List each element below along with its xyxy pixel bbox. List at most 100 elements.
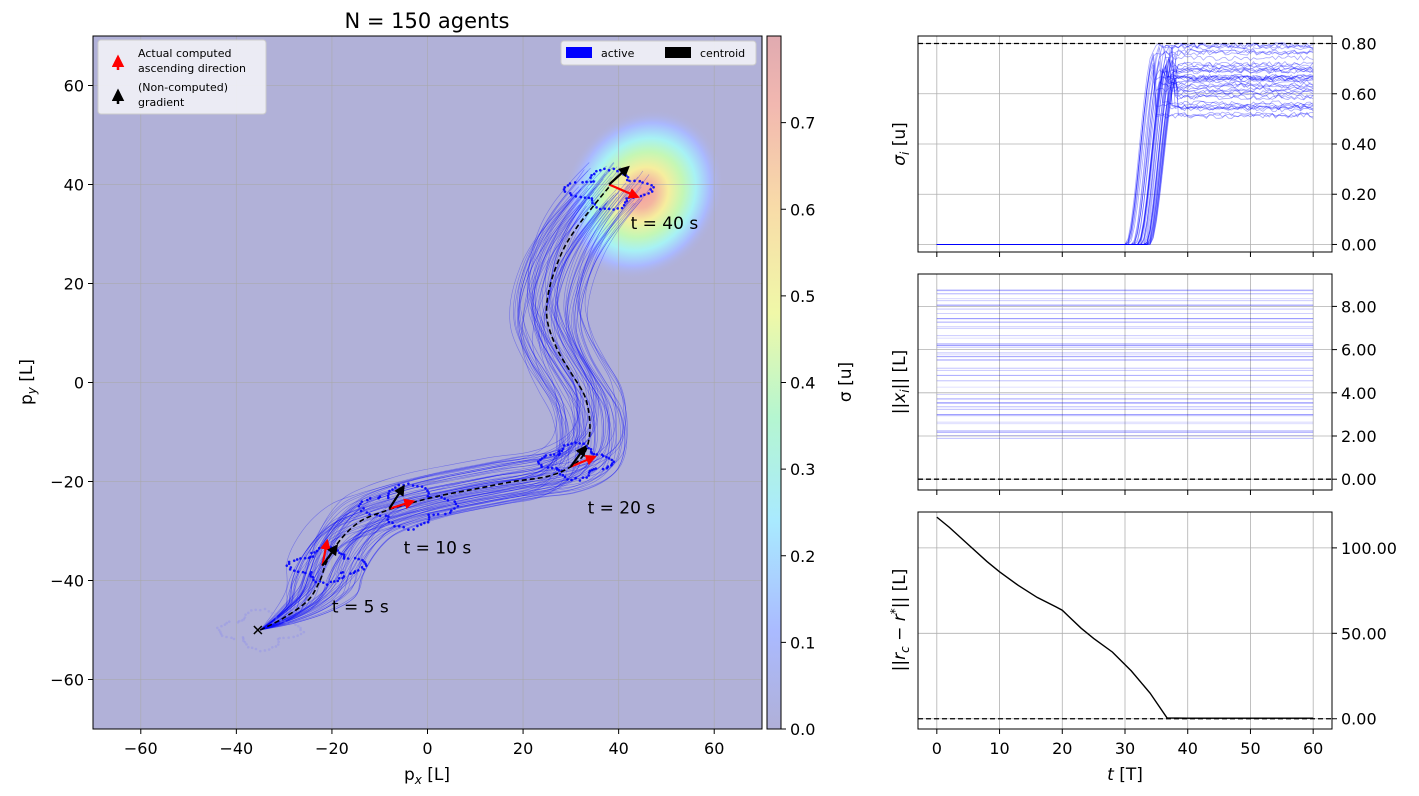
distance-subplot: 0 10 20 30 40 50 60 0.00 50.00 100.00 ||rc − r*||… bbox=[888, 511, 1397, 785]
sigma-agent-line bbox=[936, 74, 1314, 245]
sigma-agent-line bbox=[936, 79, 1314, 245]
agent-dot bbox=[225, 635, 228, 639]
agent-trajectory bbox=[260, 196, 618, 631]
agent-dot bbox=[362, 567, 366, 571]
agent-trajectory bbox=[260, 189, 582, 631]
agent-dot bbox=[440, 496, 443, 499]
agent-dot bbox=[590, 199, 594, 202]
agent-dot bbox=[561, 473, 565, 477]
distance-series bbox=[918, 516, 1332, 720]
sigma-agent-line bbox=[936, 48, 1314, 245]
legend-active-swatch bbox=[566, 47, 592, 58]
x-tick-label: 60 bbox=[1303, 739, 1323, 758]
agent-dot bbox=[361, 558, 364, 562]
colorbar: 0.0 0.1 0.2 0.3 0.4 0.5 0.6 0.7 σ [u] bbox=[766, 35, 856, 739]
agent-dot bbox=[446, 498, 450, 502]
time-annotation: t = 20 s bbox=[588, 499, 656, 519]
agent-dot bbox=[605, 455, 608, 459]
agent-dot bbox=[387, 492, 390, 495]
agent-dot bbox=[313, 551, 316, 554]
agent-dot bbox=[590, 174, 593, 177]
agent-trajectory bbox=[260, 188, 582, 631]
sigma-ylabel: σi [u] bbox=[890, 122, 912, 166]
agent-dot bbox=[296, 634, 299, 637]
arrow-legend-box bbox=[97, 39, 267, 115]
agent-dot bbox=[587, 196, 591, 200]
agent-dot bbox=[360, 566, 364, 569]
agent-dot bbox=[566, 478, 569, 481]
sigma-agent-line bbox=[936, 43, 1314, 245]
agent-dot bbox=[448, 511, 452, 514]
agent-dot bbox=[311, 555, 315, 558]
agent-trajectory bbox=[260, 202, 607, 631]
agent-dot bbox=[232, 637, 236, 641]
agent-dot bbox=[362, 507, 365, 510]
sigma-agent-line bbox=[936, 50, 1314, 245]
legend-centroid-label: centroid bbox=[700, 47, 745, 60]
agent-dot bbox=[292, 569, 296, 572]
agent-dot bbox=[578, 479, 582, 482]
sigma-agent-line bbox=[936, 69, 1314, 245]
agent-trajectory bbox=[260, 192, 644, 631]
agent-trajectory bbox=[260, 186, 642, 631]
sigma-agent-line bbox=[936, 47, 1314, 245]
agent-trajectory bbox=[260, 194, 615, 631]
agent-dot bbox=[387, 515, 390, 518]
agent-dot bbox=[427, 491, 430, 495]
agent-dot bbox=[546, 466, 550, 469]
agent-dot bbox=[419, 523, 423, 526]
agent-dot bbox=[245, 643, 248, 646]
y-tick-label: 6.00 bbox=[1341, 341, 1377, 360]
agent-dot bbox=[416, 485, 419, 488]
agent-dot bbox=[307, 556, 311, 560]
agent-dot bbox=[267, 609, 271, 613]
agent-dot bbox=[301, 570, 305, 574]
sigma-agent-line bbox=[936, 79, 1314, 245]
agent-dot bbox=[543, 455, 546, 459]
agent-trajectory bbox=[260, 201, 608, 631]
agent-dot bbox=[590, 197, 594, 200]
agent-dot bbox=[540, 465, 543, 469]
sigma-agent-line bbox=[936, 81, 1314, 245]
agent-formation bbox=[285, 545, 368, 586]
agent-dot bbox=[219, 630, 222, 634]
sigma-agent-line bbox=[936, 70, 1314, 245]
arrow-legend: Actual computed ascending direction (Non… bbox=[97, 39, 267, 115]
agent-dot bbox=[603, 167, 606, 171]
agent-dot bbox=[549, 453, 552, 457]
sigma-agent-line bbox=[936, 60, 1314, 245]
agent-trajectory bbox=[260, 180, 597, 631]
ascending-direction-arrow bbox=[388, 498, 416, 510]
sigma-agent-line bbox=[936, 61, 1314, 245]
agent-dot bbox=[632, 196, 635, 199]
sigma-agent-line bbox=[936, 56, 1314, 245]
agent-dot bbox=[552, 453, 556, 456]
agent-dot bbox=[593, 203, 597, 206]
distance-xlabel: t [T] bbox=[1107, 765, 1143, 785]
sigma-agent-line bbox=[936, 56, 1314, 245]
agent-dot bbox=[581, 476, 585, 479]
sigma-agent-line bbox=[936, 61, 1314, 245]
agent-dot bbox=[581, 181, 584, 184]
agent-dot bbox=[579, 195, 583, 199]
agent-dot bbox=[416, 524, 419, 528]
sigma-agent-line bbox=[936, 68, 1314, 245]
agent-formation bbox=[357, 482, 460, 532]
agent-dot bbox=[443, 497, 446, 501]
x-tick-label: 20 bbox=[1052, 739, 1072, 758]
agent-dot bbox=[550, 466, 554, 470]
agent-dot bbox=[449, 509, 453, 512]
agent-trajectory bbox=[260, 199, 643, 631]
agent-dot bbox=[315, 549, 319, 553]
direction-arrows bbox=[320, 165, 640, 567]
agent-dot bbox=[624, 174, 628, 177]
agent-dot bbox=[592, 452, 596, 456]
sigma-agent-line bbox=[936, 45, 1314, 245]
sigma-agent-line bbox=[936, 53, 1314, 245]
agent-dot bbox=[242, 618, 246, 621]
patch-legend: active centroid bbox=[560, 40, 757, 66]
y-tick-label: 50.00 bbox=[1341, 624, 1387, 643]
agent-dot bbox=[625, 199, 629, 203]
agent-dot bbox=[393, 524, 396, 528]
agent-dot bbox=[277, 640, 280, 644]
